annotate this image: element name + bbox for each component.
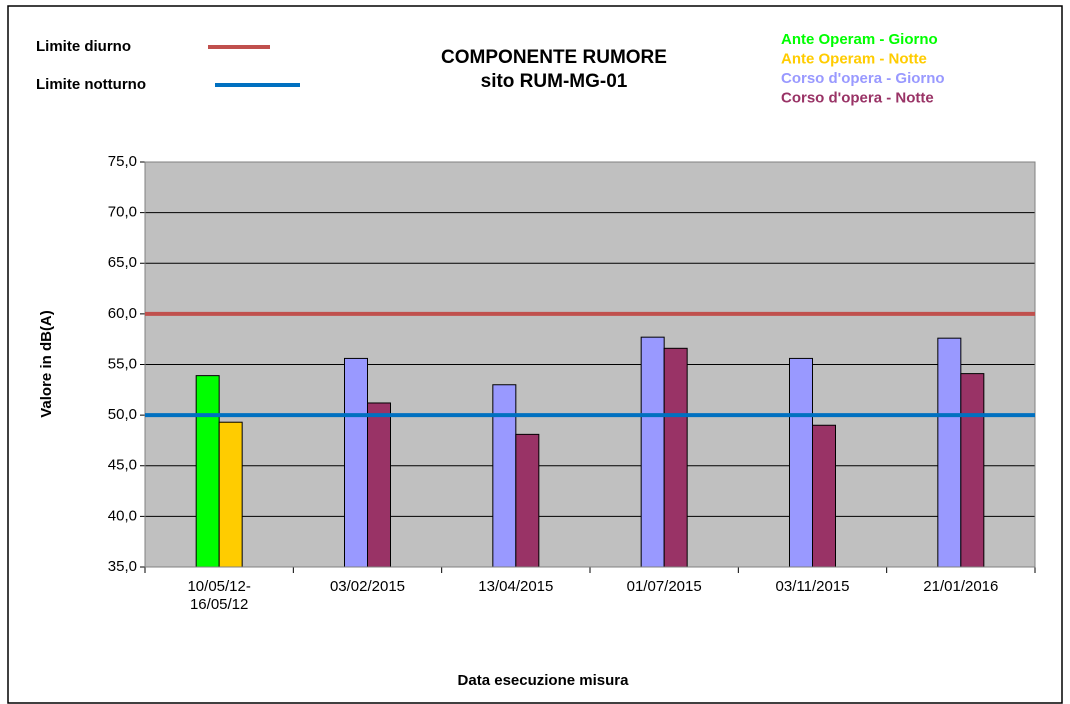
bar xyxy=(960,373,985,568)
bar xyxy=(663,347,688,568)
y-tick-label: 60,0 xyxy=(108,305,137,322)
bar xyxy=(367,402,391,568)
legend-label: Limite diurno xyxy=(36,38,131,55)
legend-label: Ante Operam - Giorno xyxy=(781,31,938,48)
bar xyxy=(515,433,540,568)
bar xyxy=(492,384,517,568)
y-axis-label: Valore in dB(A) xyxy=(38,310,55,418)
bar xyxy=(195,375,220,568)
x-tick-label: 21/01/2016 xyxy=(923,578,998,595)
y-tick-label: 65,0 xyxy=(108,254,137,271)
y-tick-label: 45,0 xyxy=(108,457,137,474)
x-tick-label: 01/07/2015 xyxy=(627,578,702,595)
bar xyxy=(640,336,665,568)
x-tick-label: 10/05/12-16/05/12 xyxy=(187,578,250,613)
legend-label: Limite notturno xyxy=(36,76,146,93)
chart-title: COMPONENTE RUMORE xyxy=(441,47,667,68)
x-tick-label: 13/04/2015 xyxy=(478,578,553,595)
x-tick-label: 03/11/2015 xyxy=(776,578,850,595)
bar xyxy=(218,421,243,568)
legend-label: Corso d'opera - Giorno xyxy=(781,70,945,87)
bar xyxy=(937,337,962,568)
bar xyxy=(812,424,836,568)
y-tick-label: 40,0 xyxy=(108,507,137,524)
bar xyxy=(344,357,368,568)
x-axis-label: Data esecuzione misura xyxy=(458,672,630,689)
plot-border xyxy=(144,161,1036,568)
y-tick-label: 70,0 xyxy=(108,204,137,221)
y-tick-label: 75,0 xyxy=(108,153,137,170)
y-tick-label: 50,0 xyxy=(108,406,137,423)
y-tick-label: 55,0 xyxy=(108,355,137,372)
chart-subtitle: sito RUM-MG-01 xyxy=(481,71,628,92)
legend-label: Corso d'opera - Notte xyxy=(781,89,934,106)
y-tick-label: 35,0 xyxy=(108,558,137,575)
x-tick-label: 03/02/2015 xyxy=(330,578,405,595)
legend-label: Ante Operam - Notte xyxy=(781,50,927,67)
bar xyxy=(789,357,813,568)
